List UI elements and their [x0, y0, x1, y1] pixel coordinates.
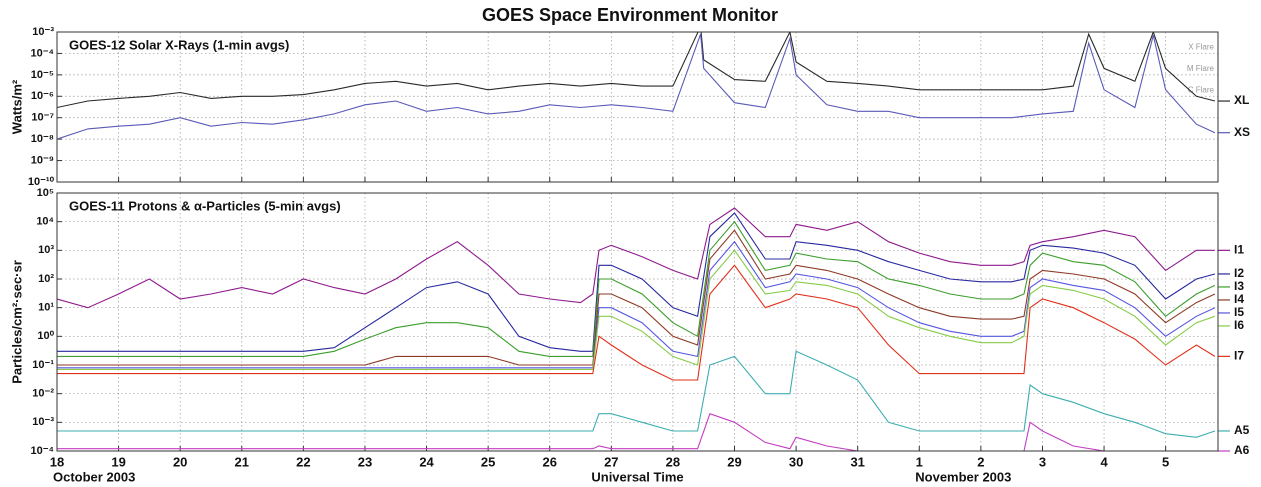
x-group-label: November 2003: [915, 469, 1011, 484]
x-tick-label: 5: [1162, 454, 1169, 469]
legend-label: I3: [1234, 279, 1244, 293]
legend-label: XL: [1234, 93, 1249, 107]
x-tick-label: 3: [1039, 454, 1046, 469]
x-tick-label: 24: [419, 454, 434, 469]
y-tick-label: 10⁻⁴: [31, 445, 54, 457]
x-tick-label: 27: [604, 454, 618, 469]
level-label: M Flare: [1187, 64, 1215, 73]
series-line: [57, 240, 1216, 369]
series-line: [57, 220, 1216, 357]
x-tick-label: 25: [481, 454, 495, 469]
legend-label: A6: [1234, 443, 1250, 457]
x-tick-label: 2: [977, 454, 984, 469]
y-tick-label: 10⁰: [37, 330, 54, 342]
x-tick-label: 23: [358, 454, 372, 469]
y-axis-label: Particles/cm²·sec·sr: [9, 260, 24, 384]
panel-title: GOES-11 Protons & α-Particles (5-min avg…: [69, 198, 341, 213]
x-tick-label: 28: [666, 454, 680, 469]
y-tick-label: 10⁻⁷: [31, 112, 54, 124]
y-tick-label: 10³: [38, 244, 54, 256]
x-tick-label: 29: [727, 454, 741, 469]
legend-label: A5: [1234, 423, 1250, 437]
series-line: [57, 350, 1216, 438]
x-tick-label: 4: [1100, 454, 1108, 469]
series-line: [57, 207, 1215, 309]
y-tick-label: 10⁻¹⁰: [28, 176, 55, 188]
x-tick-label: 31: [850, 454, 864, 469]
series-line: [57, 249, 1216, 370]
x-tick-label: 19: [111, 454, 125, 469]
y-tick-label: 10⁴: [36, 216, 54, 228]
y-tick-label: 10⁻¹: [32, 359, 54, 371]
y-tick-label: 10⁻³: [32, 26, 54, 38]
level-label: X Flare: [1188, 43, 1214, 52]
y-tick-label: 10⁻²: [32, 388, 54, 400]
y-tick-label: 10¹: [38, 302, 54, 314]
level-label: C Flare: [1188, 85, 1215, 94]
x-tick-label: 30: [789, 454, 803, 469]
x-tick-label: 26: [542, 454, 556, 469]
series-line: [57, 264, 1216, 381]
chart-title: GOES Space Environment Monitor: [482, 5, 778, 25]
y-tick-label: 10⁻⁴: [31, 47, 54, 59]
x-tick-label: 18: [50, 454, 64, 469]
x-tick-label: 22: [296, 454, 310, 469]
plot-frame: [56, 31, 1219, 183]
y-tick-label: 10⁵: [37, 187, 54, 199]
legend-label: I6: [1234, 318, 1244, 332]
legend-label: I1: [1234, 243, 1244, 257]
x-tick-label: 20: [173, 454, 187, 469]
x-tick-label: 21: [235, 454, 249, 469]
series-line: [57, 229, 1216, 366]
legend-label: I7: [1234, 349, 1244, 363]
x-axis-label: Universal Time: [591, 469, 683, 484]
series-line: [57, 412, 1215, 451]
series-line: [57, 32, 1216, 109]
legend-label: I5: [1234, 305, 1244, 319]
y-tick-label: 10⁻³: [32, 416, 54, 428]
legend-label: I2: [1234, 266, 1244, 280]
series-group: [57, 207, 1216, 451]
legend-label: XS: [1234, 125, 1250, 139]
series-line: [57, 212, 1216, 352]
x-group-label: October 2003: [53, 469, 135, 484]
y-tick-label: 10⁻⁶: [31, 90, 54, 102]
plot-frame: [56, 192, 1219, 452]
y-tick-label: 10²: [38, 273, 54, 285]
series-group: [57, 32, 1216, 140]
y-tick-label: 10⁻⁸: [31, 133, 54, 145]
legend-label: I4: [1234, 292, 1244, 306]
x-tick-label: 1: [916, 454, 923, 469]
y-axis-label: Watts/m²: [9, 79, 24, 134]
y-tick-label: 10⁻⁹: [31, 154, 54, 166]
series-line: [57, 33, 1216, 140]
y-tick-label: 10⁻⁵: [31, 69, 54, 81]
panel-title: GOES-12 Solar X-Rays (1-min avgs): [69, 37, 289, 52]
